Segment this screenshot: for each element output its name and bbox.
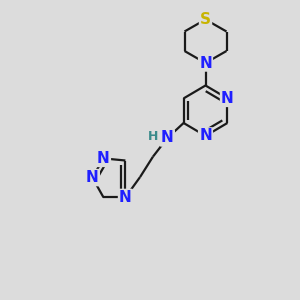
Text: N: N bbox=[199, 128, 212, 143]
Text: N: N bbox=[221, 91, 234, 106]
Text: N: N bbox=[161, 130, 174, 146]
Text: S: S bbox=[200, 12, 211, 27]
Text: N: N bbox=[97, 151, 110, 166]
Text: H: H bbox=[148, 130, 158, 143]
Text: N: N bbox=[86, 170, 99, 185]
Text: N: N bbox=[199, 56, 212, 70]
Text: N: N bbox=[119, 190, 132, 205]
